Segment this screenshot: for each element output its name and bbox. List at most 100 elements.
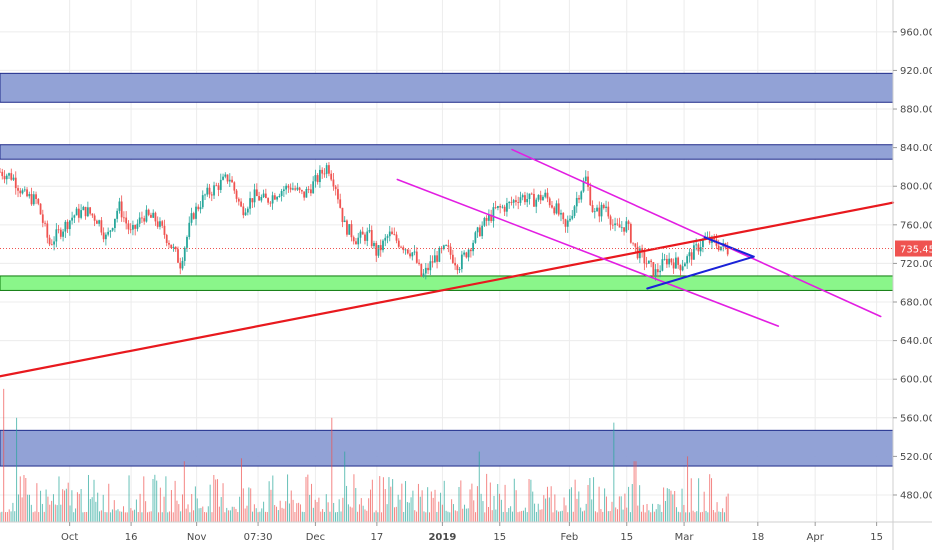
candle-body	[429, 261, 432, 271]
volume-bar	[246, 505, 248, 522]
volume-bar	[565, 505, 567, 522]
volume-bar	[438, 501, 440, 522]
volume-bar	[41, 503, 43, 522]
candle-body	[542, 196, 544, 201]
volume-bar	[73, 512, 75, 522]
demand-zone[interactable]	[0, 275, 894, 291]
candle-body	[231, 179, 233, 183]
volume-bar	[548, 497, 550, 522]
volume-bar	[467, 508, 469, 522]
candle-body	[442, 245, 445, 249]
channel-upper-line[interactable]	[511, 148, 882, 318]
volume-bar	[478, 451, 480, 522]
volume-bar	[139, 493, 141, 522]
volume-layer	[0, 388, 729, 522]
candle-body	[330, 173, 333, 180]
volume-bar	[642, 504, 644, 522]
triangle-lower-side[interactable]	[646, 255, 755, 290]
volume-bar	[441, 504, 443, 522]
volume-bar	[193, 510, 195, 522]
candle-body	[3, 176, 6, 180]
volume-bar	[600, 509, 602, 522]
candle-body	[388, 231, 391, 237]
candle-body	[422, 273, 425, 277]
candle-body	[546, 192, 549, 199]
volume-bar	[622, 509, 624, 522]
candle-body	[159, 221, 161, 227]
price-axis[interactable]: 960.00 920.00 880.00 840.00 800.00 760.00 720.…	[893, 27, 932, 501]
candle-body	[215, 185, 218, 187]
volume-bar	[629, 512, 631, 522]
candle-body	[665, 258, 668, 265]
volume-zone[interactable]	[0, 429, 894, 467]
y-tick-label: 800.00	[900, 182, 932, 193]
candle-body	[305, 188, 308, 198]
candle-body	[463, 252, 466, 255]
volume-bar	[408, 502, 410, 522]
candle-body	[726, 247, 729, 255]
y-tick-label: 680.00	[900, 298, 932, 309]
volume-bar	[403, 511, 405, 522]
supply-zone-upper[interactable]	[0, 72, 894, 103]
candle-body	[156, 221, 159, 227]
volume-bar	[32, 512, 34, 522]
volume-bar	[386, 504, 388, 522]
volume-bar	[141, 512, 143, 522]
volume-bar	[650, 512, 652, 522]
volume-bar	[181, 494, 183, 522]
candle-body	[460, 254, 463, 270]
volume-bar	[301, 511, 303, 522]
candle-body	[251, 198, 254, 203]
supply-zone-mid[interactable]	[0, 144, 894, 160]
candle-body	[343, 220, 346, 223]
candle-body	[89, 207, 92, 214]
candle-body	[237, 198, 240, 202]
volume-bar	[40, 490, 42, 522]
volume-bar	[159, 487, 161, 522]
volume-bar	[56, 505, 58, 522]
triangle-upper-side[interactable]	[703, 236, 755, 258]
candle-body	[267, 198, 270, 203]
candle-body	[402, 247, 405, 251]
volume-bar	[451, 499, 453, 522]
candle-body	[62, 231, 64, 237]
volume-bar	[534, 503, 536, 522]
red-trendline[interactable]	[0, 201, 895, 378]
time-axis[interactable]: Oct 16 Nov 07:30 Dec 17 2019 15 Feb 15 Mar 18 Apr 15	[61, 522, 883, 543]
candle-body	[436, 255, 438, 262]
volume-bar	[296, 503, 298, 522]
y-tick-label: 960.00	[900, 27, 932, 38]
volume-bar	[653, 511, 655, 522]
drawing-layer[interactable]	[0, 148, 895, 378]
candle-body	[1, 171, 4, 177]
volume-bar	[202, 506, 204, 522]
channel-lower-line[interactable]	[396, 178, 780, 327]
candle-body	[168, 242, 170, 245]
candle-body	[560, 212, 562, 215]
candle-body	[291, 188, 294, 190]
candle-body	[361, 231, 364, 235]
volume-bar	[80, 488, 82, 522]
volume-bar	[594, 511, 596, 522]
candle-body	[501, 206, 504, 208]
volume-bar	[257, 512, 259, 522]
candle-body	[258, 196, 260, 201]
candle-body	[681, 266, 684, 271]
volume-bar	[316, 502, 318, 522]
candle-body	[12, 177, 15, 180]
candle-body	[537, 194, 540, 200]
volume-bar	[714, 512, 716, 522]
candle-body	[404, 249, 407, 251]
volume-bar	[497, 484, 499, 522]
volume-bar	[124, 512, 126, 522]
volume-bar	[132, 510, 134, 522]
volume-bar	[309, 494, 311, 522]
volume-bar	[499, 493, 501, 522]
volume-bar	[718, 511, 720, 522]
candle-body	[73, 215, 76, 218]
last-price-tag-label: 735.45	[900, 245, 932, 256]
volume-bar	[250, 488, 252, 522]
volume-bar	[515, 490, 517, 522]
candle-body	[337, 189, 339, 200]
